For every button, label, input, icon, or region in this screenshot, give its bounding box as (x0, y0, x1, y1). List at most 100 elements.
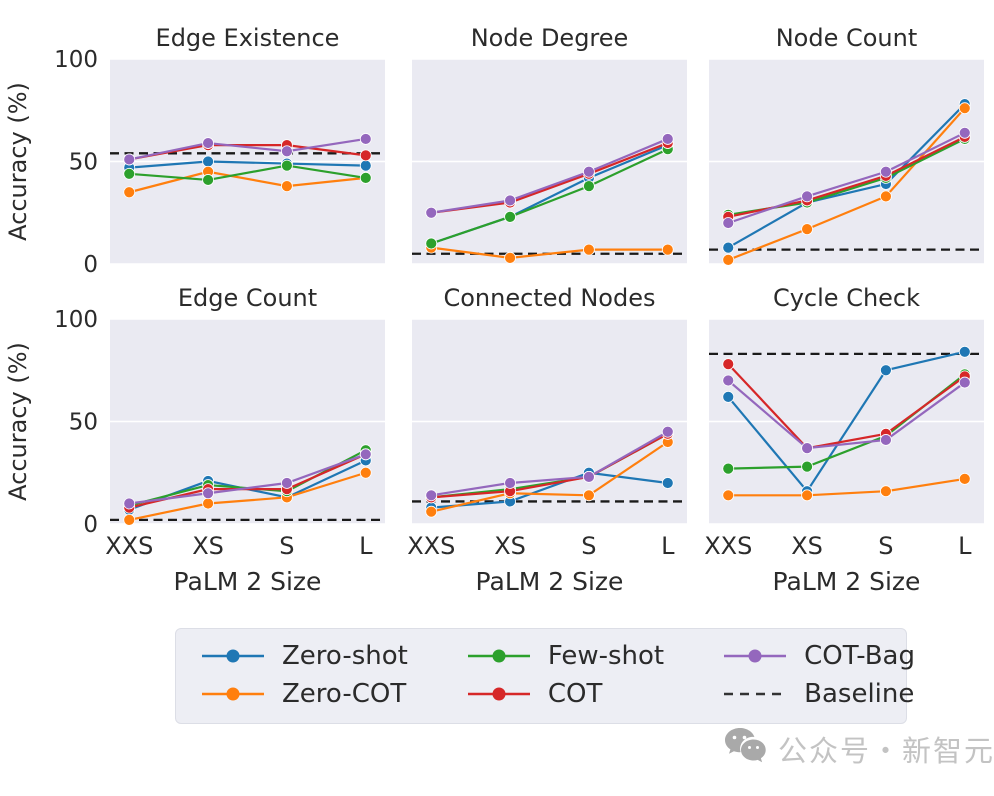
series-line-zero-shot (727, 350, 966, 494)
series-line-zero-shot (727, 103, 966, 249)
marker-cot-bag (202, 137, 214, 149)
marker-cot-bag (801, 442, 813, 455)
marker-few-shot (583, 180, 595, 193)
legend-swatch-zero-cot (202, 687, 264, 701)
panel-edge-count: Edge Count 0 50 100 Accuracy (%) XXS XS S L PaLM … (4, 284, 385, 596)
watermark-text: 公众号・新智元 (778, 734, 994, 768)
marker-cot-bag (880, 165, 892, 178)
marker-cot-bag (880, 434, 892, 446)
legend-entry-cot-bag: COT-Bag (722, 641, 915, 671)
marker-few-shot (504, 210, 516, 223)
y-axis-label: Accuracy (%) (4, 82, 32, 241)
figure: Edge Existence 0 50 100 Accuracy (%) Node Deg… (0, 24, 994, 604)
marker-cot-bag (583, 165, 595, 178)
marker-zero-cot (583, 243, 595, 256)
x-tick-label: XS (192, 532, 224, 560)
x-tick-label: XS (494, 532, 526, 560)
legend-entry-few-shot: Few-shot (466, 641, 664, 671)
y-tick-label: 50 (69, 150, 98, 176)
series-line-few-shot (129, 164, 366, 182)
x-tick-label: L (958, 532, 972, 560)
panel-cycle-check: Cycle Check XXS XS S L PaLM 2 Size (704, 284, 984, 596)
x-tick-label: XXS (105, 532, 153, 560)
marker-zero-shot (202, 155, 214, 168)
series-line-cot-bag (129, 453, 367, 505)
marker-zero-cot (958, 102, 971, 115)
marker-zero-cot (958, 472, 971, 485)
y-tick-label: 50 (69, 410, 98, 436)
marker-few-shot (281, 159, 293, 172)
series-line-cot-bag (431, 430, 669, 497)
series-line-zero-cot (129, 471, 367, 521)
series-line-cot-bag (129, 137, 366, 161)
marker-zero-cot (123, 186, 136, 199)
marker-few-shot (202, 174, 214, 186)
marker-few-shot (722, 462, 735, 475)
marker-few-shot (359, 171, 372, 184)
marker-zero-cot (583, 489, 595, 502)
panel-node-degree: Node Degree (412, 24, 687, 265)
marker-zero-cot (801, 489, 813, 502)
watermark: 公众号・新智元 (722, 726, 994, 772)
marker-zero-shot (722, 391, 735, 403)
series-line-zero-cot (728, 477, 965, 497)
marker-few-shot (123, 167, 136, 180)
x-tick-label: L (359, 532, 373, 560)
marker-zero-cot (359, 466, 372, 479)
series-line-zero-cot (128, 170, 366, 194)
legend-swatch-cot (467, 687, 530, 701)
marker-zero-cot (722, 489, 735, 502)
panel-title: Connected Nodes (443, 284, 655, 312)
x-tick-label: XXS (704, 532, 752, 560)
marker-zero-shot (880, 364, 892, 377)
legend-swatch-cot-bag (724, 649, 787, 663)
marker-zero-cot (504, 251, 516, 264)
marker-cot-bag (504, 194, 516, 207)
legend-entry-cot: COT (466, 679, 664, 709)
panel-title: Edge Count (178, 284, 317, 312)
marker-zero-cot (722, 253, 735, 266)
x-axis-label: PaLM 2 Size (773, 567, 921, 596)
x-tick-label: S (581, 532, 596, 560)
x-tick-label: L (661, 532, 675, 560)
marker-cot (722, 358, 735, 370)
wechat-icon (722, 726, 770, 772)
legend-label: Baseline (804, 679, 915, 709)
marker-cot-bag (504, 477, 516, 489)
marker-cot-bag (958, 126, 971, 139)
marker-cot-bag (661, 133, 674, 145)
y-axis-label: Accuracy (%) (4, 342, 32, 501)
marker-cot-bag (722, 217, 735, 229)
series-line-zero-shot (129, 160, 366, 169)
legend-swatch-zero-shot (202, 649, 264, 663)
panel-edge-existence: Edge Existence 0 50 100 Accuracy (%) (4, 24, 385, 274)
marker-zero-shot (958, 345, 971, 358)
marker-cot-bag (801, 190, 813, 203)
legend-swatch-few-shot (467, 649, 530, 663)
x-tick-label: XXS (407, 532, 455, 560)
x-tick-label: S (878, 532, 893, 560)
legend-swatch-baseline (724, 692, 787, 696)
marker-zero-cot (801, 223, 813, 236)
marker-cot-bag (202, 487, 214, 500)
marker-cot-bag (722, 374, 735, 387)
series-line-cot-bag (727, 379, 966, 450)
marker-cot-bag (425, 206, 438, 219)
marker-cot-bag (123, 153, 136, 166)
series-line-zero-cot (431, 246, 668, 259)
marker-zero-cot (281, 180, 293, 193)
panel-connected-nodes: Connected Nodes XXS XS S L PaLM 2 Size (407, 284, 687, 596)
legend: Zero-shot Zero-COT Few-shot COT COT-Bag Basel… (175, 628, 915, 724)
legend-label: Zero-COT (282, 679, 407, 709)
legend-entry-baseline: Baseline (722, 679, 915, 709)
panel-title: Node Degree (471, 24, 629, 52)
marker-cot-bag (958, 376, 971, 389)
chart-row-bottom: Edge Count 0 50 100 Accuracy (%) XXS XS S L PaLM … (0, 274, 994, 604)
x-axis-label: PaLM 2 Size (174, 567, 322, 596)
legend-entry-zero-shot: Zero-shot (200, 641, 408, 671)
marker-cot-bag (281, 477, 293, 489)
marker-zero-cot (425, 505, 438, 518)
x-axis-label: PaLM 2 Size (476, 567, 624, 596)
legend-entry-zero-cot: Zero-COT (200, 679, 408, 709)
x-tick-label: XS (791, 532, 823, 560)
